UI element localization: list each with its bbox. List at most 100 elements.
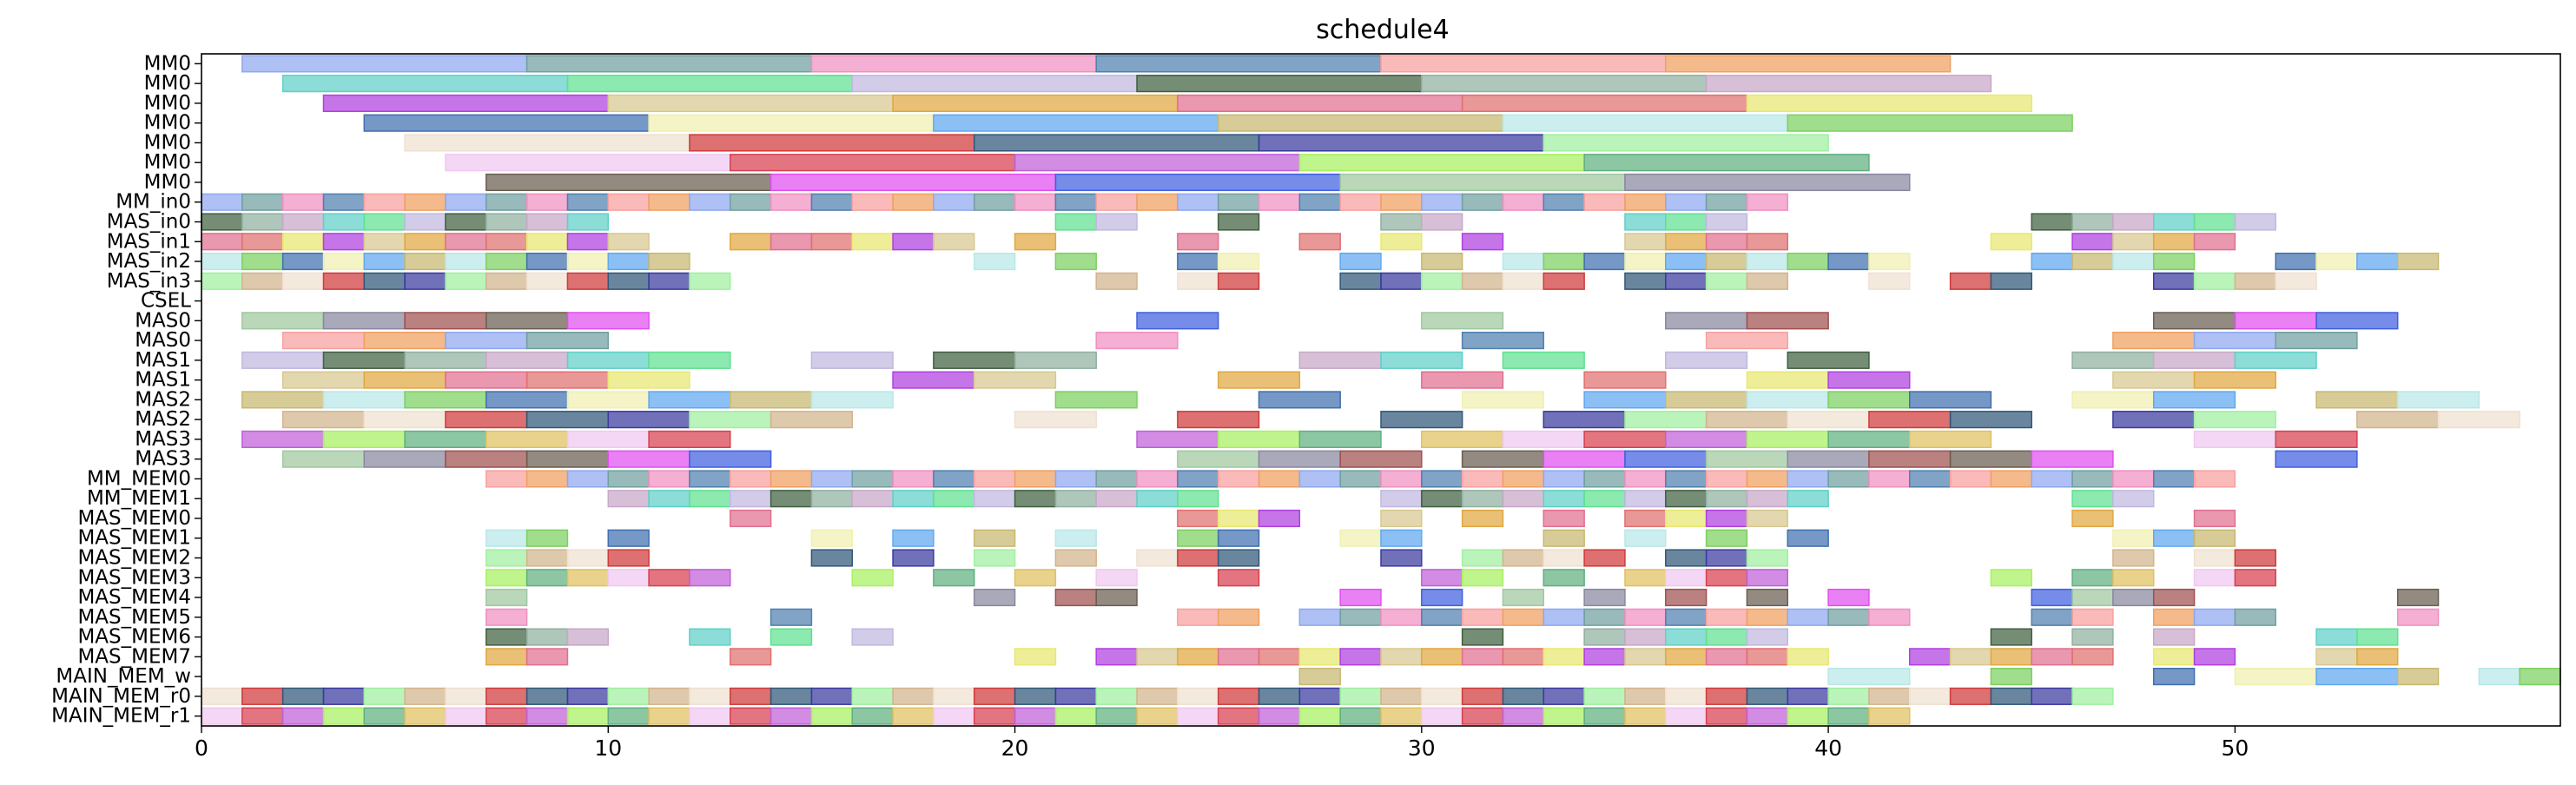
gantt-bar <box>445 193 487 211</box>
gantt-bar <box>445 707 487 725</box>
gantt-bar <box>2275 450 2358 468</box>
gantt-bar <box>1542 272 1585 290</box>
gantt-bar <box>281 687 325 705</box>
gantt-bar <box>1624 490 1667 508</box>
gantt-bar <box>322 391 406 409</box>
gantt-bar <box>851 490 894 508</box>
gantt-bar <box>1583 687 1626 705</box>
gantt-bar <box>566 193 610 211</box>
y-tick-label: MAS2 <box>135 408 191 431</box>
gantt-bar <box>2315 391 2399 409</box>
gantt-bar <box>1705 450 1789 468</box>
gantt-bar <box>973 687 1016 705</box>
y-tick-label: MM0 <box>144 92 191 115</box>
gantt-bar <box>730 470 772 488</box>
gantt-bar <box>2152 233 2196 251</box>
gantt-bar <box>1014 351 1097 369</box>
gantt-bar <box>485 312 569 330</box>
gantt-bar <box>322 94 610 112</box>
gantt-bar <box>1705 628 1748 646</box>
gantt-bar <box>281 233 325 251</box>
gantt-bar <box>1421 252 1463 271</box>
gantt-bar <box>363 114 650 132</box>
gantt-bar <box>648 707 690 725</box>
gantt-bar <box>1705 529 1748 547</box>
gantt-bar <box>648 430 731 448</box>
gantt-bar <box>1868 272 1911 290</box>
gantt-bar <box>1542 193 1585 211</box>
gantt-bar <box>2112 252 2155 271</box>
gantt-bar <box>525 55 813 73</box>
gantt-bar <box>1054 529 1097 547</box>
gantt-bar <box>1339 470 1382 488</box>
gantt-bar <box>933 233 975 251</box>
gantt-bar <box>1624 687 1667 705</box>
gantt-bar <box>648 470 690 488</box>
gantt-bar <box>485 529 528 547</box>
gantt-bar <box>648 391 731 409</box>
gantt-bar <box>1624 648 1667 666</box>
gantt-bar <box>851 707 894 725</box>
gantt-bar <box>1461 569 1504 587</box>
gantt-bar <box>2152 351 2236 369</box>
gantt-bar <box>1868 470 1911 488</box>
gantt-bar <box>1461 628 1504 646</box>
gantt-bar <box>2031 608 2073 626</box>
gantt-bar <box>1542 569 1585 587</box>
gantt-bar <box>1827 707 1870 725</box>
gantt-bar <box>1298 154 1585 172</box>
gantt-bar <box>1461 509 1504 528</box>
gantt-bar <box>2071 569 2114 587</box>
gantt-bar <box>2031 648 2073 666</box>
gantt-bar <box>1380 529 1423 547</box>
gantt-bar <box>2193 430 2276 448</box>
gantt-bar <box>1949 450 2032 468</box>
gantt-bar <box>810 470 853 488</box>
gantt-bar <box>1502 114 1789 132</box>
gantt-bar <box>2437 411 2520 429</box>
gantt-bar <box>1949 470 1992 488</box>
gantt-bar <box>2031 450 2114 468</box>
gantt-bar <box>1624 509 1667 528</box>
gantt-bar <box>485 193 528 211</box>
gantt-bar <box>1665 549 1707 567</box>
gantt-bar <box>1339 252 1382 271</box>
gantt-bar <box>404 272 446 290</box>
gantt-bar <box>1136 490 1179 508</box>
gantt-bar <box>1705 411 1789 429</box>
gantt-bar <box>810 707 853 725</box>
gantt-bar <box>1014 470 1057 488</box>
gantt-bar <box>1665 707 1707 725</box>
gantt-bar <box>1258 687 1301 705</box>
gantt-bar <box>1380 351 1463 369</box>
gantt-bar <box>2396 252 2440 271</box>
gantt-bar <box>1868 411 1952 429</box>
gantt-bar <box>281 272 325 290</box>
gantt-bar <box>892 549 935 567</box>
gantt-bar <box>525 470 569 488</box>
gantt-bar <box>1136 648 1179 666</box>
gantt-bar <box>1217 707 1260 725</box>
gantt-bar <box>1298 233 1341 251</box>
gantt-bar <box>1624 450 1707 468</box>
gantt-bar <box>1827 470 1870 488</box>
gantt-bar <box>1705 213 1748 231</box>
gantt-bar <box>1502 707 1545 725</box>
gantt-bar <box>566 391 650 409</box>
gantt-bar <box>566 470 610 488</box>
gantt-bar <box>1421 588 1463 607</box>
gantt-bar <box>2112 233 2155 251</box>
gantt-bar <box>1095 55 1382 73</box>
gantt-bar <box>201 272 243 290</box>
gantt-bar <box>241 233 284 251</box>
gantt-bar <box>1421 213 1463 231</box>
gantt-bar <box>1746 588 1789 607</box>
gantt-bar <box>2234 272 2276 290</box>
gantt-bar <box>363 252 406 271</box>
gantt-bar <box>1136 312 1219 330</box>
gantt-bar <box>566 707 610 725</box>
gantt-bar <box>1177 470 1219 488</box>
gantt-bar <box>730 193 772 211</box>
gantt-bar <box>1949 648 1992 666</box>
